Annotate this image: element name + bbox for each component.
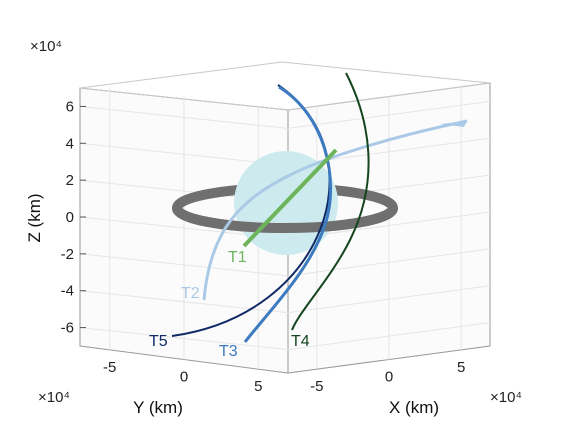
trajectories: [171, 72, 468, 343]
z-tick-label: -4: [61, 283, 74, 300]
trajectory-t1: [242, 148, 338, 248]
z-axis-multiplier: ×10⁴: [30, 38, 62, 55]
y-axis-label: Y (km): [133, 398, 183, 417]
series-label-t5: T5: [149, 333, 168, 350]
ring-front: [172, 206, 398, 233]
z-tick-label: 0: [66, 209, 74, 226]
z-tick-label: -6: [61, 320, 74, 337]
z-tick-label: 6: [66, 98, 74, 115]
series-label-t2: T2: [181, 285, 200, 302]
x-tick-label: 0: [385, 369, 393, 386]
trajectory-t2: [202, 119, 468, 301]
y-tick-label: -5: [103, 359, 116, 376]
axis-labels: Z (km) Y (km) X (km) ×10⁴ ×10⁴ ×10⁴: [25, 38, 522, 417]
x-tick-label: 5: [457, 359, 465, 376]
series-label-t4: T4: [291, 333, 310, 350]
top-face: [79, 61, 491, 111]
z-axis-label: Z (km): [25, 193, 44, 242]
axis-ticks: -6 -4 -2 0 2 4 6 -5 0 5 -5 0 5: [61, 98, 466, 395]
trajectory-t4: [291, 72, 370, 331]
z-tick-label: -2: [61, 246, 74, 263]
x-tick-label: -5: [310, 378, 323, 395]
z-tick-label: 4: [66, 135, 74, 152]
series-labels: T1 T2 T3 T4 T5: [149, 249, 310, 360]
series-label-t1: T1: [228, 249, 247, 266]
z-tick-label: 2: [66, 172, 74, 189]
x-axis-multiplier: ×10⁴: [490, 389, 522, 406]
trajectory-t3: [243, 85, 333, 343]
y-tick-label: 5: [254, 378, 262, 395]
y-tick-label: 0: [180, 369, 188, 386]
x-axis-label: X (km): [389, 398, 439, 417]
y-axis-multiplier: ×10⁴: [38, 389, 70, 406]
series-label-t3: T3: [219, 343, 238, 360]
trajectory-t2-tail: [440, 121, 467, 127]
